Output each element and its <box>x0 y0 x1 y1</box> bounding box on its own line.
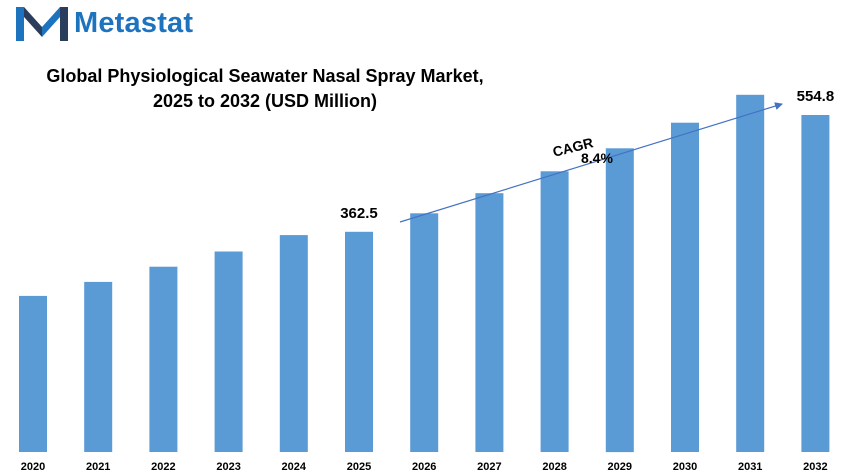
x-tick-label-2020: 2020 <box>21 461 45 473</box>
x-tick-label-2032: 2032 <box>803 461 827 473</box>
cagr-value: 8.4% <box>581 150 613 166</box>
chart-title-line-1: Global Physiological Seawater Nasal Spra… <box>46 66 484 86</box>
x-tick-label-2024: 2024 <box>282 461 307 473</box>
x-tick-label-2021: 2021 <box>86 461 110 473</box>
x-tick-label-2029: 2029 <box>608 461 632 473</box>
bar-2025 <box>345 231 373 452</box>
bar-2024 <box>279 235 308 452</box>
brand-logo: Metastat <box>14 3 193 43</box>
x-tick-label-2027: 2027 <box>477 461 501 473</box>
x-tick-label-2028: 2028 <box>542 461 566 473</box>
data-label-2025: 362.5 <box>340 205 378 222</box>
bars-group <box>19 94 830 453</box>
data-labels: 362.5 554.8 <box>340 88 834 222</box>
bar-2021 <box>84 281 113 452</box>
x-tick-label-2022: 2022 <box>151 461 175 473</box>
bar-2022 <box>149 266 178 452</box>
chart-title: Global Physiological Seawater Nasal Spra… <box>0 64 530 114</box>
data-label-2032: 554.8 <box>797 88 835 105</box>
cagr-annotation: CAGR 8.4% <box>399 102 783 223</box>
brand-name: Metastat <box>74 6 194 39</box>
bar-2032 <box>801 115 830 452</box>
bar-2029 <box>605 148 634 453</box>
x-tick-label-2025: 2025 <box>347 461 371 473</box>
chart-title-line-2: 2025 to 2032 (USD Million) <box>152 91 378 111</box>
x-tick-label-2026: 2026 <box>412 461 436 473</box>
x-axis-tick-labels: 2020 2021 2022 2023 2024 2025 2026 2027 2028 2029… <box>21 461 828 473</box>
x-tick-label-2023: 2023 <box>216 461 240 473</box>
bar-2030 <box>671 122 699 452</box>
bar-2027 <box>475 193 504 452</box>
bar-2020 <box>19 295 47 452</box>
x-tick-label-2031: 2031 <box>738 461 762 473</box>
bar-2023 <box>214 251 243 452</box>
metastat-m-logo-icon <box>16 7 68 41</box>
bar-2028 <box>540 171 569 453</box>
bar-2026 <box>410 213 439 452</box>
x-tick-label-2030: 2030 <box>673 461 697 473</box>
cagr-arrow <box>399 102 783 223</box>
bar-2031 <box>736 94 765 453</box>
